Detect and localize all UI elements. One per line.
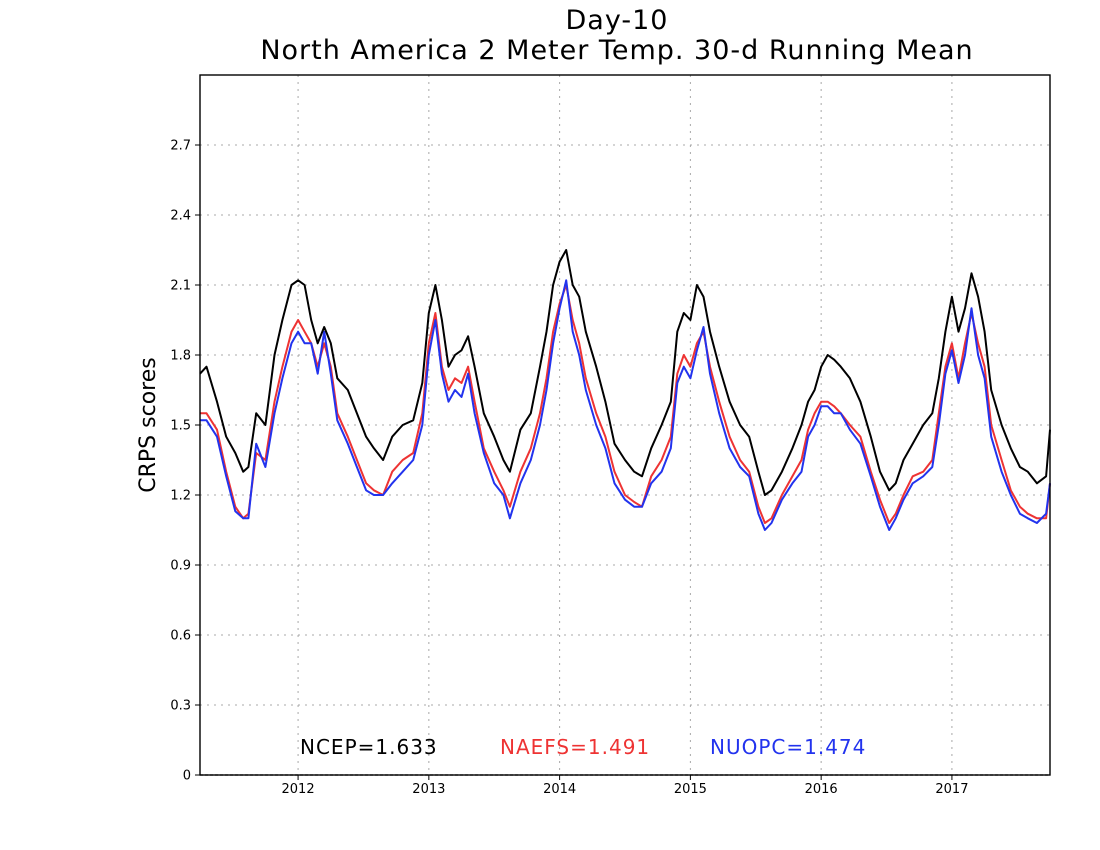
y-tick-label: 2.7 <box>170 139 191 154</box>
series-line-naefs <box>200 284 1051 524</box>
legend-stats: NCEP=1.633 NAEFS=1.491 NUOPC=1.474 <box>300 735 866 759</box>
x-tick-label: 2014 <box>543 782 576 797</box>
y-tick-label: 0 <box>183 769 191 784</box>
chart-subtitle: North America 2 Meter Temp. 30-d Running… <box>260 35 973 66</box>
y-tick-label: 0.3 <box>170 699 191 714</box>
y-axis-label: CRPS scores <box>136 357 161 492</box>
stat-nuopc: NUOPC=1.474 <box>710 735 866 759</box>
y-tick-label: 0.6 <box>170 629 191 644</box>
y-tick-label: 1.5 <box>170 419 191 434</box>
y-tick-label: 1.2 <box>170 489 191 504</box>
x-tick-label: 2016 <box>805 782 838 797</box>
series-lines <box>199 249 1051 531</box>
x-tick-label: 2017 <box>935 782 968 797</box>
y-tick-label: 2.1 <box>170 279 191 294</box>
y-tick-label: 2.4 <box>170 209 191 224</box>
y-tick-label: 1.8 <box>170 349 191 364</box>
x-tick-label: 2015 <box>674 782 707 797</box>
chart-title: Day-10 <box>566 5 669 36</box>
x-tick-label: 2012 <box>282 782 315 797</box>
stat-ncep: NCEP=1.633 <box>300 735 438 759</box>
series-line-ncep <box>199 249 1051 496</box>
grid <box>200 75 1050 775</box>
series-line-nuopc <box>200 279 1051 531</box>
x-tick-label: 2013 <box>412 782 445 797</box>
axis-ticks: 0 0.3 0.6 0.9 1.2 1.5 1.8 2.1 2.4 2.7 2012 2013 2014… <box>170 139 968 798</box>
y-tick-label: 0.9 <box>170 559 191 574</box>
stat-naefs: NAEFS=1.491 <box>500 735 650 759</box>
